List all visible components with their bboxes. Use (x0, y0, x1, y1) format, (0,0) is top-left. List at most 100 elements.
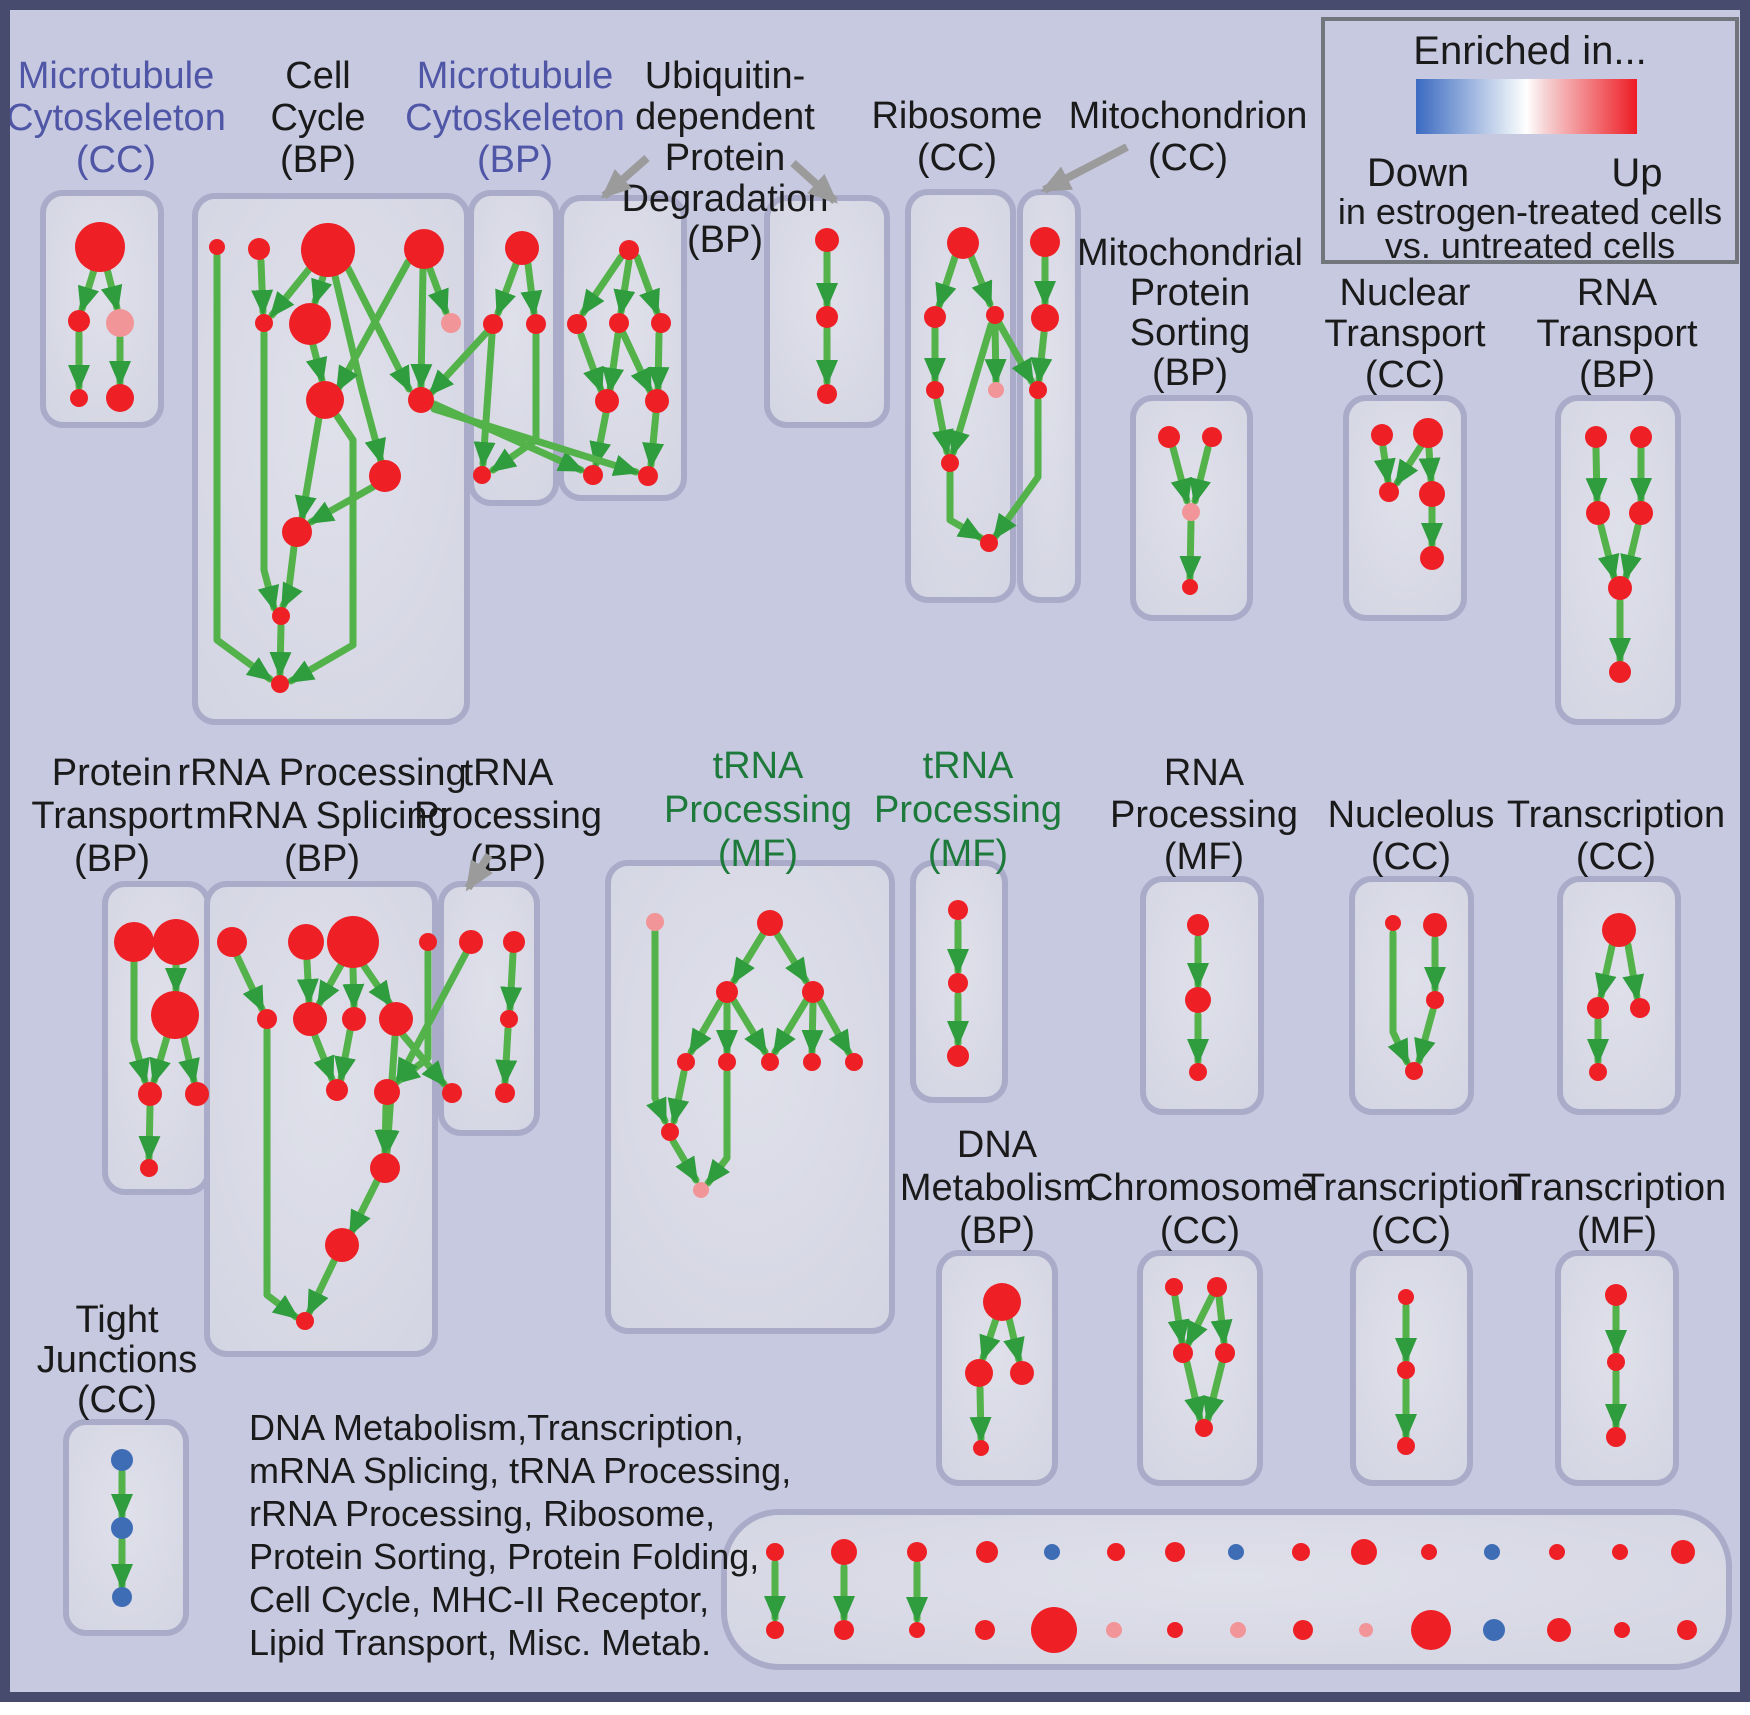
edge-rrna-processing-mrna-splicing-bp (342, 965, 365, 1010)
go-term-node-rrna-processing-mrna-splicing-bp (419, 933, 437, 951)
go-term-node-transcription-cc-lower (1398, 1289, 1414, 1305)
go-term-node-band-row1 (1549, 1544, 1565, 1560)
go-term-node-cell-cycle-bp (404, 229, 444, 269)
group-label-chromosome-cc: Chromosome (1086, 1167, 1314, 1209)
edge-rrna-processing-mrna-splicing-bp (334, 1027, 356, 1083)
group-label-ubiquitin-degradation-bp-left: Protein (665, 137, 785, 179)
go-term-node-band-row2 (1411, 1610, 1451, 1650)
go-term-node-cell-cycle-bp (272, 607, 290, 625)
go-term-node-rna-processing-mf (1185, 987, 1211, 1013)
group-label-nucleolus-cc: Nucleolus (1328, 794, 1495, 836)
go-term-node-microtubule-cytoskeleton-bp (473, 466, 491, 484)
group-box-nuclear-transport-cc (1343, 395, 1467, 621)
group-label-ribosome-cc: (CC) (917, 137, 997, 179)
go-term-node-tight-junctions-cc (111, 1517, 133, 1539)
group-label-nuclear-transport-cc: (CC) (1365, 354, 1445, 396)
edge-trna-processing-mf-large (669, 1137, 700, 1184)
go-term-node-trna-processing-mf-large (761, 1053, 779, 1071)
edge-cell-cycle-bp (268, 264, 314, 319)
edge-cell-cycle-bp (279, 543, 303, 610)
go-term-node-band-row1 (1292, 1543, 1310, 1561)
go-term-node-chromosome-cc (1215, 1343, 1235, 1363)
go-term-node-chromosome-cc (1173, 1343, 1193, 1363)
group-box-nucleolus-cc (1349, 876, 1474, 1115)
label-pointer-arrow (1040, 143, 1129, 194)
go-term-node-trna-processing-bp (495, 1083, 515, 1103)
edge-chromosome-cc (1167, 1293, 1190, 1346)
group-label-nuclear-transport-cc: Nuclear (1340, 272, 1471, 314)
go-term-node-band-row2 (909, 1622, 925, 1638)
go-term-node-ubiquitin-degradation-bp-right (815, 228, 839, 252)
go-term-node-rrna-processing-mrna-splicing-bp (342, 1007, 366, 1031)
go-term-node-mitochondrion-cc (1029, 381, 1047, 399)
edge-chromosome-cc (1183, 1359, 1206, 1423)
go-term-node-nuclear-transport-cc (1379, 482, 1399, 502)
go-term-node-ubiquitin-degradation-bp-left (609, 313, 629, 333)
group-label-trna-processing-mf-large: tRNA (713, 745, 804, 787)
group-label-mitochondrial-protein-sorting-bp: Sorting (1130, 312, 1250, 354)
group-label-ribosome-cc: Ribosome (871, 95, 1042, 137)
go-term-node-rna-processing-mf (1187, 914, 1209, 936)
edge-cell-cycle-bp (426, 265, 450, 316)
go-term-node-microtubule-cytoskeleton-cc (106, 309, 134, 337)
edge-rrna-processing-mrna-splicing-bp (233, 952, 266, 1013)
misc-terms-text: Lipid Transport, Misc. Metab. (249, 1622, 711, 1663)
edge-cell-cycle-bp (331, 272, 386, 465)
edge-nucleolus-cc (1414, 1006, 1437, 1065)
go-term-node-band-row1 (1671, 1540, 1695, 1564)
legend-subtitle-line1: in estrogen-treated cells (1338, 191, 1722, 232)
group-box-chromosome-cc (1137, 1250, 1263, 1486)
go-term-node-rrna-processing-mrna-splicing-bp (217, 927, 247, 957)
edge-mitochondrion-cc (1030, 329, 1053, 384)
go-term-node-nucleolus-cc (1385, 915, 1401, 931)
edge-ubiquitin-degradation-bp-left (619, 329, 654, 395)
go-term-node-rna-transport-bp (1629, 501, 1653, 525)
edge-dna-metabolism-bp (1003, 1314, 1025, 1364)
go-term-node-ubiquitin-degradation-bp-right (817, 384, 837, 404)
group-label-mitochondrion-cc: Mitochondrion (1069, 95, 1308, 137)
go-term-node-chromosome-cc (1207, 1277, 1227, 1297)
go-term-node-transcription-cc-upper (1589, 1063, 1607, 1081)
go-term-node-trna-processing-mf-large (803, 1053, 821, 1071)
edge-microtubule-cytoskeleton-bp (473, 331, 496, 468)
edge-mitochondrial-protein-sorting-bp (1179, 518, 1202, 582)
group-label-transcription-cc-lower: (CC) (1371, 1210, 1451, 1252)
edge-ubiquitin-degradation-bp-left (647, 330, 670, 393)
edge-nuclear-transport-cc (1418, 445, 1441, 484)
group-label-rna-processing-mf: RNA (1164, 752, 1245, 794)
group-label-rna-transport-bp: Transport (1536, 313, 1698, 355)
edge-microtubule-cytoskeleton-cc (77, 266, 99, 313)
edge-microtubule-cytoskeleton-cc (100, 265, 123, 312)
group-label-mitochondrial-protein-sorting-bp: Protein (1130, 272, 1250, 314)
group-label-rna-transport-bp: (BP) (1579, 354, 1655, 396)
go-term-node-trna-processing-mf-large (716, 981, 738, 1003)
go-term-node-trna-processing-bp (500, 1010, 518, 1028)
go-term-node-nuclear-transport-cc (1419, 481, 1445, 507)
edge-rrna-processing-mrna-splicing-bp (305, 1257, 338, 1317)
go-term-node-cell-cycle-bp (369, 460, 401, 492)
go-term-node-cell-cycle-bp (248, 238, 270, 260)
go-term-node-dna-metabolism-bp (973, 1440, 989, 1456)
go-term-node-cell-cycle-bp (289, 303, 331, 345)
group-label-rrna-processing-mrna-splicing-bp: (BP) (284, 838, 360, 880)
go-term-node-rna-processing-mf (1189, 1063, 1207, 1081)
go-term-node-ribosome-cc (947, 227, 979, 259)
go-term-node-trna-processing-mf-small (948, 900, 968, 920)
group-box-dna-metabolism-bp (936, 1250, 1058, 1486)
edge-rna-transport-bp (1597, 522, 1620, 581)
go-term-node-microtubule-cytoskeleton-bp (526, 314, 546, 334)
go-term-node-band-row1 (976, 1541, 998, 1563)
group-label-tight-junctions-cc: Tight (75, 1299, 159, 1341)
misc-terms-text: mRNA Splicing, tRNA Processing, (249, 1450, 791, 1491)
go-term-node-mitochondrial-protein-sorting-bp (1182, 579, 1198, 595)
cross-edge (430, 405, 640, 476)
group-label-transcription-cc-upper: (CC) (1576, 836, 1656, 878)
go-term-node-protein-transport-bp (140, 1159, 158, 1177)
edge-chromosome-cc (1210, 1293, 1233, 1346)
group-label-trna-processing-bp: Processing (414, 795, 602, 837)
edge-trna-processing-mf-large (771, 997, 810, 1056)
edge-ribosome-cc (995, 319, 1036, 386)
group-label-microtubule-cytoskeleton-bp: Cytoskeleton (405, 97, 625, 139)
edge-trna-processing-mf-large (646, 928, 669, 1125)
group-label-cell-cycle-bp: Cell (285, 55, 350, 97)
